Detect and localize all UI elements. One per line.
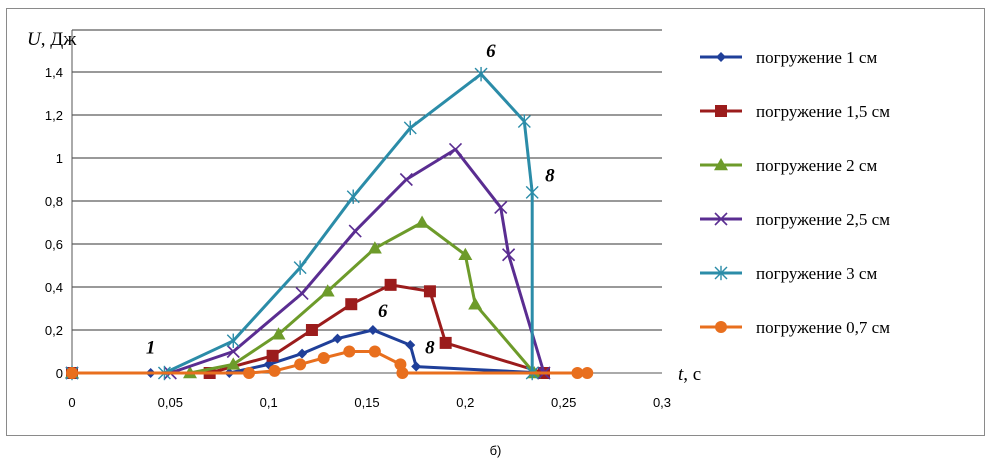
chart-frame	[6, 8, 985, 436]
legend-entry: погружение 2 см	[700, 156, 877, 175]
x-tick-label: 0	[68, 395, 75, 410]
data-point	[293, 260, 307, 275]
legend-label: погружение 1,5 см	[756, 102, 890, 121]
x-tick-label: 0,3	[653, 395, 671, 410]
legend-marker	[715, 105, 727, 117]
legend-label: погружение 2,5 см	[756, 210, 890, 229]
data-point	[226, 344, 240, 359]
y-tick-label: 0,2	[45, 323, 63, 338]
legend-label: погружение 3 см	[756, 264, 877, 283]
y-tick-label: 0,6	[45, 237, 63, 252]
data-point	[226, 357, 241, 370]
legend-entry: погружение 1 см	[700, 48, 877, 67]
data-point	[266, 349, 279, 362]
annotation-label: 6	[486, 41, 496, 62]
y-tick-label: 0,8	[45, 194, 63, 209]
data-point	[317, 351, 330, 364]
data-point	[367, 241, 382, 254]
data-point	[423, 285, 436, 298]
x-tick-label: 0,2	[456, 395, 474, 410]
data-point	[66, 367, 78, 379]
data-point	[468, 297, 483, 310]
data-point	[525, 185, 539, 200]
legend-label: погружение 2 см	[756, 156, 877, 175]
data-point	[343, 345, 356, 358]
data-point	[305, 324, 318, 336]
series-line	[72, 221, 536, 375]
x-tick-label: 0,1	[260, 395, 278, 410]
data-point	[396, 367, 409, 379]
data-point	[458, 247, 473, 260]
legend-entry: погружение 1,5 см	[700, 102, 890, 121]
annotation-label: 8	[425, 338, 435, 359]
legend-marker	[715, 321, 727, 333]
legend-label: погружение 1 см	[756, 48, 877, 67]
annotation-label: 6	[378, 301, 388, 322]
y-tick-label: 1,2	[45, 108, 63, 123]
data-point	[348, 224, 362, 238]
x-tick-label: 0,15	[354, 395, 379, 410]
x-tick-label: 0,25	[551, 395, 576, 410]
legend-label: погружение 0,7 см	[756, 318, 890, 337]
data-point	[332, 333, 343, 344]
legend-marker	[714, 265, 728, 281]
legend-entry: погружение 2,5 см	[700, 210, 890, 229]
data-point	[384, 278, 397, 291]
data-point	[415, 215, 430, 228]
data-point	[399, 172, 413, 187]
figure-caption: б)	[489, 443, 502, 458]
y-tick-label: 0	[56, 366, 63, 381]
line-chart: 0 0,2 0,4 0,6 0,8 1 1,2 1,4 0 0,05 0,1 0,15 0,2 0,25 0…	[27, 29, 890, 410]
data-point	[368, 345, 381, 358]
data-point	[474, 66, 488, 82]
data-point	[403, 120, 417, 136]
annotation-label: 8	[545, 166, 555, 187]
x-tick-label: 0,05	[158, 395, 183, 410]
series-line	[72, 147, 546, 375]
y-tick-label: 0,4	[45, 280, 63, 295]
data-point	[226, 333, 240, 348]
data-point	[581, 367, 594, 379]
y-tick-label: 1,4	[45, 65, 63, 80]
legend-entry: погружение 3 см	[700, 264, 877, 283]
data-point	[243, 367, 255, 379]
data-point	[320, 284, 335, 297]
data-point	[297, 348, 308, 359]
data-point	[439, 336, 452, 349]
legend-entry: погружение 0,7 см	[700, 318, 890, 337]
y-axis-label: U, Дж	[27, 29, 77, 50]
x-axis-label: t, с	[678, 364, 701, 385]
legend-marker	[716, 52, 726, 62]
data-point	[494, 200, 508, 215]
data-point	[295, 286, 309, 301]
data-point	[367, 325, 378, 335]
legend-marker	[714, 158, 728, 171]
data-point	[405, 340, 416, 351]
annotation-label: 1	[146, 338, 156, 359]
data-point	[571, 367, 584, 379]
data-point	[345, 298, 358, 311]
data-point	[411, 361, 422, 372]
legend-marker	[714, 212, 728, 226]
data-point	[517, 114, 531, 129]
data-point	[294, 358, 307, 371]
data-point	[268, 364, 281, 377]
series-line	[72, 72, 534, 375]
data-point	[502, 248, 516, 262]
data-point	[271, 327, 286, 340]
y-tick-label: 1	[56, 151, 63, 166]
data-point	[346, 189, 360, 204]
data-point	[448, 142, 463, 156]
